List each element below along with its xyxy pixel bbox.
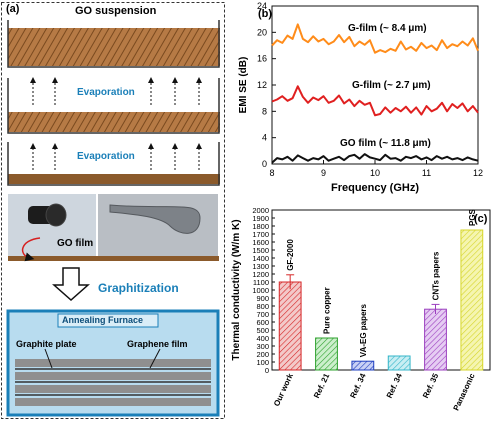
series-line-2	[271, 153, 479, 164]
y-tick-label: 500	[256, 326, 269, 335]
annealing-furnace	[6, 309, 220, 417]
bar-5	[460, 229, 484, 371]
y-tick-label: 900	[256, 294, 269, 303]
panel-a: (a) GO suspension Evaporation Evaporatio…	[0, 0, 226, 423]
y-tick-label: 20	[257, 27, 267, 37]
panel-c-label: (c)	[474, 213, 488, 225]
x-tick-label: 8	[269, 168, 274, 178]
graphitization-arrow	[52, 267, 90, 302]
panel-a-frame	[1, 2, 225, 419]
y-tick-label: 1600	[252, 238, 269, 247]
x-tick-label: 12	[473, 168, 483, 178]
bar-label-2: VA-EG papers	[359, 303, 368, 357]
series-line-0	[271, 23, 479, 54]
y-tick-label: 1900	[252, 214, 269, 223]
category-label-2: Ref. 34	[348, 372, 367, 400]
series-line-1	[271, 85, 479, 117]
evaporation-label-1: Evaporation	[77, 87, 135, 98]
x-tick-label: 9	[321, 168, 326, 178]
y-tick-label: 12	[257, 80, 267, 90]
evaporation-arrows-1	[30, 77, 202, 105]
series-label-8-4: G-film (~ 8.4 μm)	[348, 23, 427, 34]
bar-label-5: PGS	[468, 208, 477, 226]
y-tick-label: 2000	[252, 206, 269, 215]
evaporation-arrows-2	[30, 143, 202, 170]
y-axis-label: EMI SE (dB)	[238, 57, 249, 114]
y-tick-label: 1300	[252, 262, 269, 271]
bar-1	[315, 337, 338, 371]
evaporation-label-2: Evaporation	[77, 151, 135, 162]
x-axis-label: Frequency (GHz)	[331, 182, 419, 194]
go-suspension-label: GO suspension	[75, 5, 157, 17]
y-tick-label: 1800	[252, 222, 269, 231]
y-tick-label: 1100	[253, 278, 269, 287]
panel-a-label: (a)	[6, 3, 20, 15]
series-label-2-7: G-film (~ 2.7 μm)	[352, 80, 431, 91]
go-film-photos	[8, 194, 219, 262]
category-label-5: Panasonic	[452, 372, 477, 413]
panel-b-label: (b)	[258, 8, 273, 20]
series-label-go: GO film (~ 11.8 μm)	[340, 138, 431, 149]
x-tick-label: 10	[370, 168, 380, 178]
y-tick-label: 1200	[252, 270, 269, 279]
y-tick-label: 0	[265, 366, 269, 375]
category-label-0: Our work	[272, 372, 295, 408]
y-tick-label: 16	[257, 54, 267, 64]
bar-label-1: Pure copper	[323, 287, 332, 334]
y-tick-label: 800	[256, 302, 269, 311]
y-tick-label: 1700	[252, 230, 269, 239]
bar-label-4: CNTs papers	[432, 251, 441, 300]
y-tick-label: 200	[256, 350, 269, 359]
y-tick-label: 100	[256, 358, 269, 367]
category-label-3: Ref. 34	[385, 372, 404, 400]
y-tick-label: 1400	[252, 254, 269, 263]
y-tick-label: 24	[257, 1, 267, 11]
y-tick-label: 8	[262, 106, 267, 116]
go-film-label: GO film	[57, 238, 94, 249]
bar-3	[387, 355, 411, 371]
plot-frame	[271, 209, 491, 371]
y-tick-label: 700	[256, 310, 269, 319]
bar-0	[278, 281, 302, 371]
y-tick-label: 400	[256, 334, 269, 343]
graphene-film-label: Graphene film	[127, 339, 188, 349]
beaker-suspension	[7, 20, 220, 68]
graphitization-label: Graphitization	[98, 281, 179, 295]
y-tick-label: 600	[256, 318, 269, 327]
x-tick-label: 11	[422, 168, 431, 178]
bar-2	[351, 360, 375, 371]
y-tick-label: 1000	[252, 286, 269, 295]
beaker-evaporation-2	[7, 142, 220, 186]
panel-b: 0 4 8 12 16 20 24 8 9 10 11 12 Frequency (GHz) EMI SE…	[228, 0, 494, 200]
bar-4	[424, 308, 447, 371]
panel-c: 0 100 200 300 400 500 600 700 800 900 1000 1100 1200…	[228, 200, 494, 423]
bar-label-0: GF-2000	[286, 239, 295, 271]
graphite-plate-label: Graphite plate	[16, 339, 77, 349]
y-tick-label: 1500	[252, 246, 269, 255]
panel-a-figure	[1, 2, 225, 419]
beaker-evaporation-1	[7, 78, 220, 134]
y-tick-label: 300	[256, 342, 269, 351]
y-axis-label: Thermal conductivity (W/m K)	[231, 219, 242, 360]
category-label-1: Ref. 21	[312, 372, 331, 400]
y-tick-label: 0	[262, 159, 267, 169]
y-tick-label: 4	[262, 133, 267, 143]
thermal-chart: 0100200300400500600700800900100011001200…	[231, 206, 491, 413]
emi-chart: 0 4 8 12 16 20 24 8 9 10 11 12 Frequency (GHz) EMI SE…	[238, 1, 483, 194]
annealing-furnace-label: Annealing Furnace	[62, 315, 144, 325]
category-label-4: Ref. 35	[421, 372, 440, 400]
